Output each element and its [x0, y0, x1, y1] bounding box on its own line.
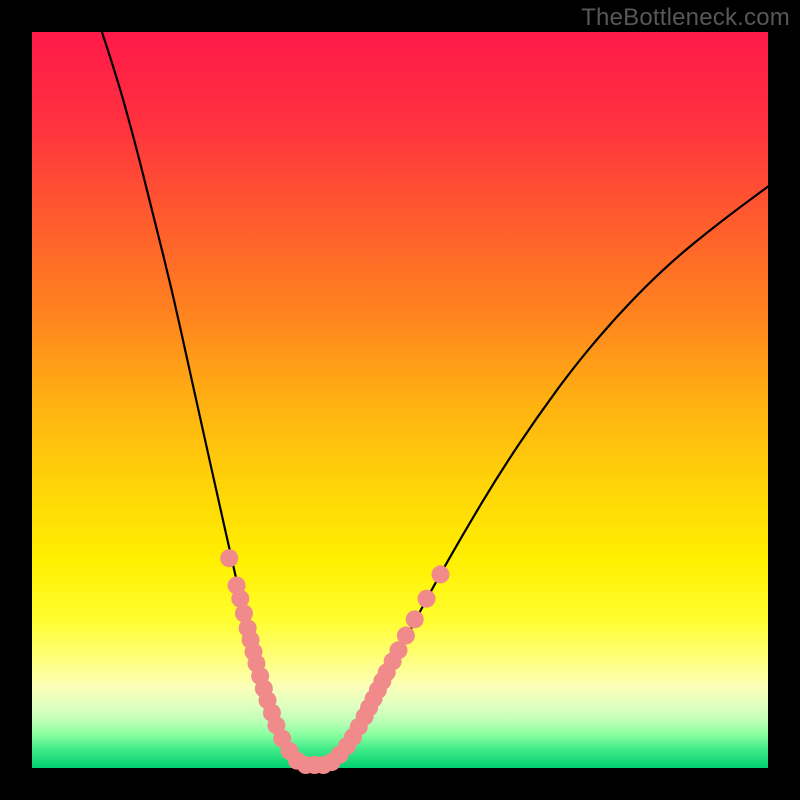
data-marker	[406, 610, 424, 628]
chart-stage: TheBottleneck.com	[0, 0, 800, 800]
data-marker	[431, 565, 449, 583]
data-marker	[220, 549, 238, 567]
data-marker	[418, 590, 436, 608]
data-marker	[397, 627, 415, 645]
watermark-text: TheBottleneck.com	[581, 4, 790, 32]
bottleneck-chart	[0, 0, 800, 800]
